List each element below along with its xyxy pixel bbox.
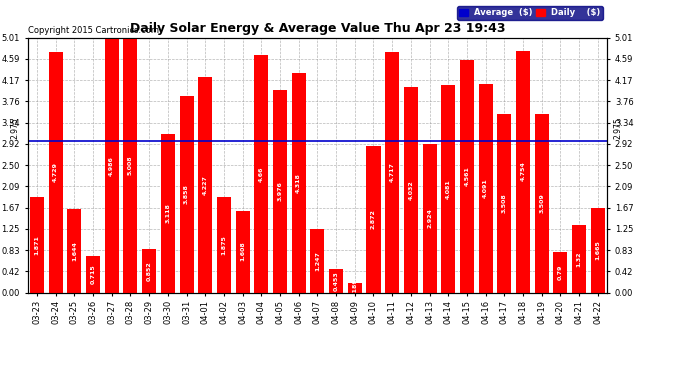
- Bar: [535, 114, 549, 292]
- Text: 0.79: 0.79: [558, 265, 563, 280]
- Text: 1.871: 1.871: [34, 235, 39, 255]
- Text: 4.318: 4.318: [296, 172, 302, 192]
- Text: 3.508: 3.508: [502, 194, 507, 213]
- Bar: [591, 208, 605, 292]
- Bar: [442, 85, 455, 292]
- Bar: [348, 283, 362, 292]
- Text: 3.976: 3.976: [277, 182, 282, 201]
- Text: 1.644: 1.644: [72, 241, 77, 261]
- Bar: [217, 197, 231, 292]
- Text: 3.509: 3.509: [540, 194, 544, 213]
- Text: 2.924: 2.924: [427, 208, 432, 228]
- Text: 1.665: 1.665: [595, 240, 600, 260]
- Text: 2.872: 2.872: [371, 210, 376, 230]
- Text: 4.032: 4.032: [408, 180, 413, 200]
- Text: 3.118: 3.118: [166, 203, 170, 223]
- Text: 4.986: 4.986: [109, 156, 115, 176]
- Bar: [86, 256, 100, 292]
- Bar: [105, 39, 119, 292]
- Bar: [329, 270, 343, 292]
- Bar: [310, 229, 324, 292]
- Bar: [404, 87, 418, 292]
- Text: 1.247: 1.247: [315, 251, 320, 271]
- Bar: [497, 114, 511, 292]
- Text: 1.875: 1.875: [221, 235, 226, 255]
- Text: 4.717: 4.717: [390, 162, 395, 182]
- Text: 2.975: 2.975: [10, 117, 19, 138]
- Text: 4.66: 4.66: [259, 166, 264, 182]
- Text: 4.754: 4.754: [520, 162, 526, 182]
- Bar: [30, 197, 44, 292]
- Bar: [292, 73, 306, 292]
- Text: 4.561: 4.561: [464, 166, 469, 186]
- Bar: [161, 134, 175, 292]
- Bar: [255, 56, 268, 292]
- Bar: [68, 209, 81, 292]
- Bar: [273, 90, 287, 292]
- Bar: [460, 60, 474, 292]
- Bar: [516, 51, 530, 292]
- Bar: [124, 38, 137, 292]
- Bar: [553, 252, 567, 292]
- Bar: [422, 144, 437, 292]
- Title: Daily Solar Energy & Average Value Thu Apr 23 19:43: Daily Solar Energy & Average Value Thu A…: [130, 22, 505, 35]
- Text: 0.715: 0.715: [90, 264, 95, 284]
- Bar: [48, 52, 63, 292]
- Text: 0.453: 0.453: [333, 271, 339, 291]
- Text: 1.32: 1.32: [577, 251, 582, 267]
- Bar: [366, 146, 380, 292]
- Text: Copyright 2015 Cartronics.com: Copyright 2015 Cartronics.com: [28, 26, 159, 35]
- Text: 0.852: 0.852: [147, 261, 152, 281]
- Bar: [198, 77, 213, 292]
- Bar: [385, 53, 400, 292]
- Bar: [142, 249, 156, 292]
- Text: 3.858: 3.858: [184, 184, 189, 204]
- Text: 1.608: 1.608: [240, 242, 245, 261]
- Text: 4.081: 4.081: [446, 179, 451, 198]
- Text: 4.091: 4.091: [483, 178, 488, 198]
- Text: 4.227: 4.227: [203, 175, 208, 195]
- Bar: [572, 225, 586, 292]
- Text: 0.189: 0.189: [353, 278, 357, 298]
- Text: 2.975: 2.975: [614, 117, 623, 138]
- Legend: Average  ($), Daily    ($): Average ($), Daily ($): [457, 6, 603, 20]
- Bar: [479, 84, 493, 292]
- Bar: [179, 96, 193, 292]
- Text: 5.008: 5.008: [128, 155, 133, 175]
- Text: 4.729: 4.729: [53, 162, 58, 182]
- Bar: [235, 211, 250, 292]
